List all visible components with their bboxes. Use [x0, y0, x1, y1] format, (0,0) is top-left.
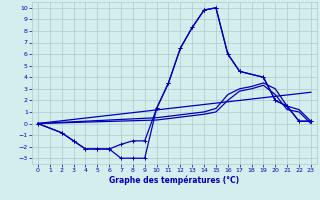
X-axis label: Graphe des températures (°C): Graphe des températures (°C)	[109, 176, 239, 185]
